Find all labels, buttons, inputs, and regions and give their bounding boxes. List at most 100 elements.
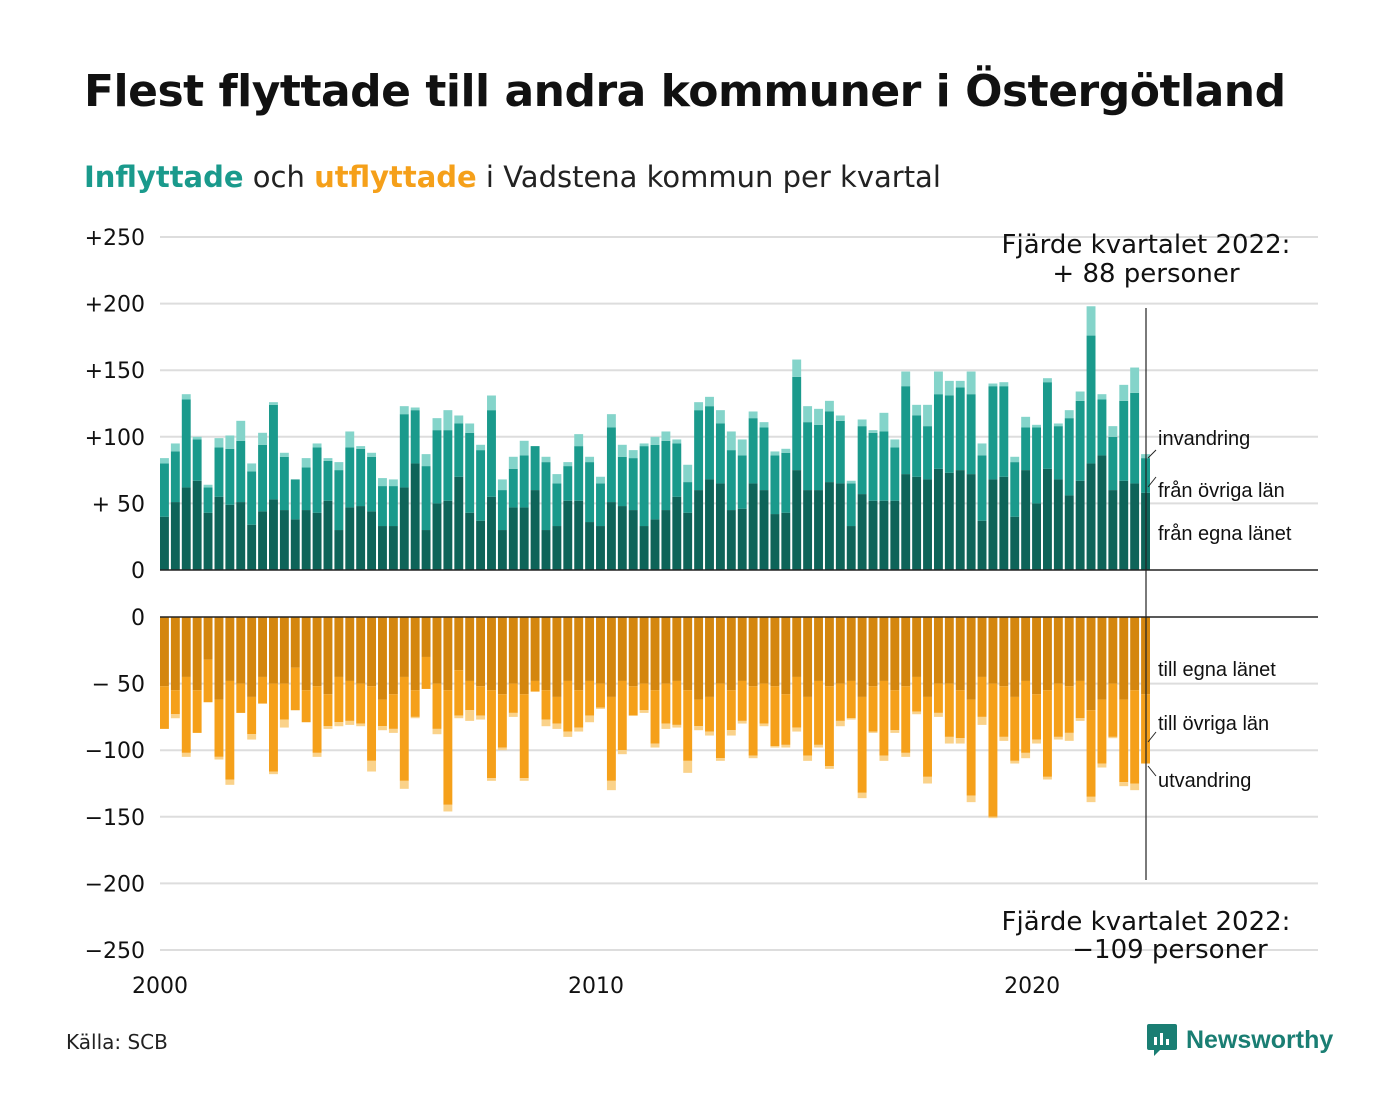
bar-in-0 [1032,503,1041,570]
bar-out-0 [683,617,693,691]
bar-out-2 [356,723,366,727]
bar-out-1 [334,676,344,723]
y-tick-label-bottom: − 50 [92,673,145,698]
bar-in-0 [410,463,420,570]
bar-out-1 [269,683,278,772]
bar-out-2 [312,752,322,757]
bar-in-1 [301,467,311,511]
bar-in-2 [181,394,191,400]
bar-in-0 [541,530,551,570]
bar-out-2 [988,816,998,819]
bar-out-1 [737,680,747,721]
legend-leader-bottom [1147,765,1157,777]
bar-in-0 [530,490,540,570]
bar-out-0 [966,617,976,700]
y-tick-label-top: +250 [85,226,145,251]
bar-in-2 [410,407,420,411]
bar-out-1 [454,670,464,716]
bar-out-1 [312,686,322,753]
bar-in-0 [835,483,845,570]
bar-out-0 [944,617,954,684]
bar-in-0 [606,502,616,570]
bar-in-0 [955,470,965,570]
bar-in-2 [1032,424,1041,428]
bar-in-1 [181,399,191,488]
bar-out-0 [1119,617,1129,700]
bar-out-0 [541,617,551,691]
bar-in-1 [988,386,998,480]
bar-out-0 [301,617,311,691]
bar-out-2 [901,752,911,757]
bar-out-2 [814,744,823,748]
y-tick-label-bottom: −150 [85,806,145,831]
bar-out-0 [715,617,725,684]
bar-in-0 [781,512,791,570]
bar-in-0 [650,519,660,570]
bar-out-2 [912,711,922,715]
bar-out-0 [421,617,431,657]
bar-out-1 [955,690,965,739]
bar-in-0 [890,500,900,570]
bar-in-2 [443,410,453,431]
bar-out-1 [170,690,180,715]
bar-out-2 [748,755,758,759]
bar-in-2 [901,371,911,387]
bar-in-0 [519,507,529,570]
bar-in-1 [1042,382,1052,469]
bar-out-0 [792,617,802,677]
bar-out-1 [476,686,486,716]
bar-in-2 [367,452,377,457]
bar-out-0 [661,617,671,684]
bar-out-1 [977,676,987,717]
bar-out-2 [345,720,355,725]
y-tick-label-bottom: −100 [85,739,145,764]
bar-in-2 [585,456,595,463]
bar-in-1 [606,427,616,503]
bar-in-2 [617,444,627,457]
bar-out-1 [563,680,573,732]
bar-out-1 [1086,710,1096,797]
bar-out-0 [323,617,333,695]
bar-in-1 [225,448,235,505]
bar-out-2 [694,726,704,731]
bar-out-1 [585,680,595,716]
annotation-bottom-line2: −109 personer [1072,935,1268,965]
bar-in-2 [432,418,442,431]
bar-in-1 [944,395,954,473]
newsworthy-icon [1147,1024,1177,1056]
source-note: Källa: SCB [66,1030,168,1054]
bar-out-1 [683,690,693,761]
bar-in-0 [214,496,224,570]
bar-in-0 [487,496,496,570]
bar-out-0 [410,617,420,691]
bar-out-2 [487,778,496,781]
bar-out-1 [966,699,976,796]
bar-in-0 [857,494,867,570]
bar-in-0 [824,482,834,570]
bar-in-1 [519,455,529,508]
bar-out-2 [1010,760,1020,764]
bar-out-2 [497,747,507,751]
x-tick-label: 2020 [1004,974,1060,999]
bar-out-1 [781,694,791,745]
bar-out-0 [846,617,856,681]
bar-in-0 [661,510,671,570]
bar-in-1 [737,455,747,509]
bar-in-2 [792,359,802,377]
bar-in-2 [279,452,289,457]
bar-in-2 [628,450,638,459]
bar-out-0 [160,617,169,687]
bar-out-1 [628,686,638,716]
bar-out-1 [999,686,1009,737]
bar-in-2 [203,484,213,488]
bar-in-1 [563,466,573,501]
bar-in-2 [879,412,889,432]
bar-out-2 [279,719,289,728]
bars-utflyttade [160,617,1150,819]
y-tick-label-top: +150 [85,359,145,384]
bar-in-1 [857,426,867,495]
bar-in-0 [1130,483,1140,570]
bar-out-2 [214,756,224,760]
bar-in-0 [301,510,311,570]
bar-in-0 [1042,468,1052,570]
